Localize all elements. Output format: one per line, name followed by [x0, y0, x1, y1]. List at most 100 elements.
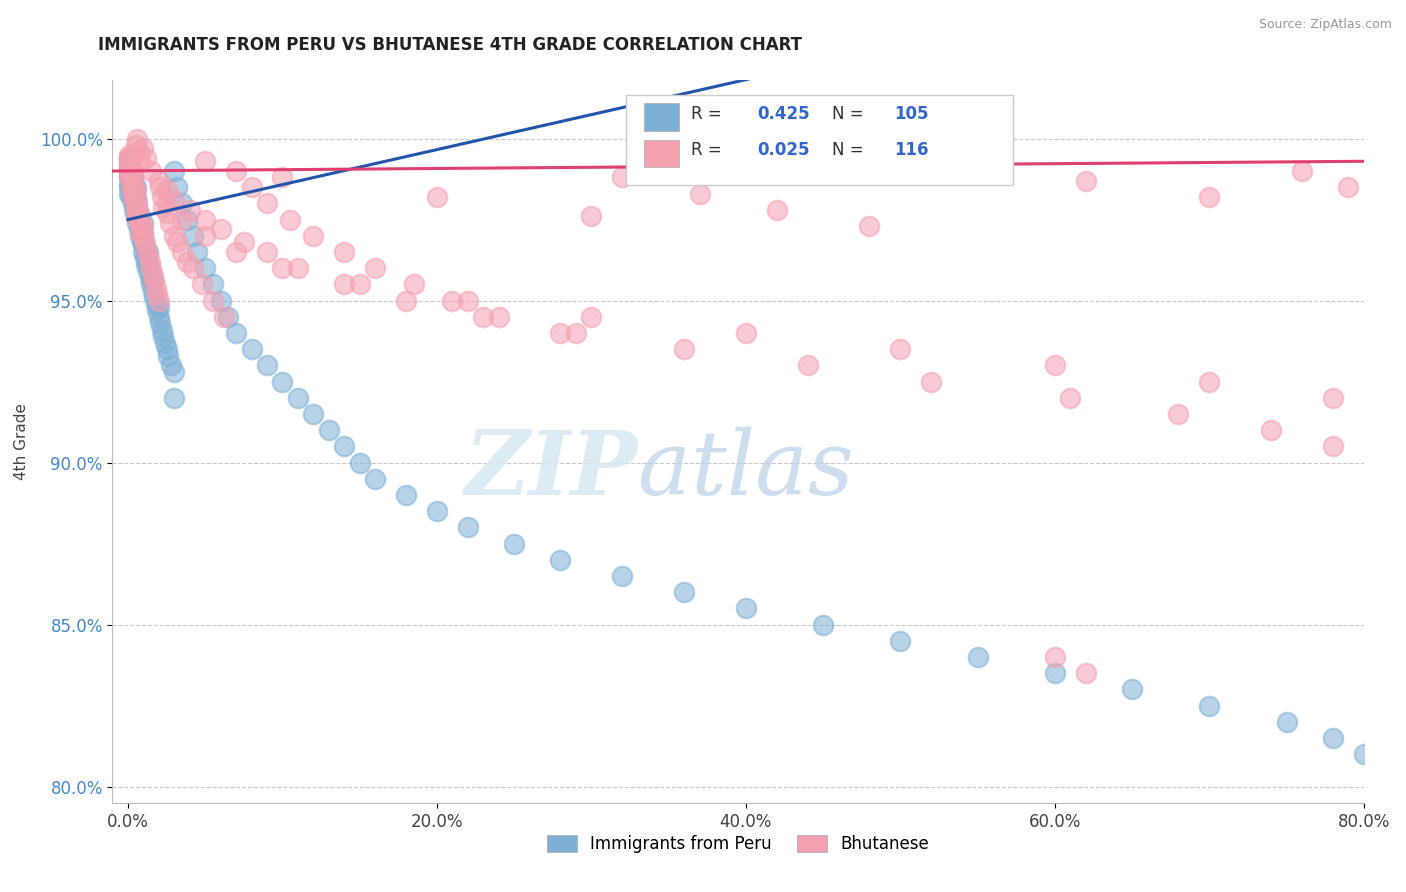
- Point: [118, 164, 141, 178]
- Point: [152, 200, 174, 214]
- Point: [395, 293, 418, 308]
- Point: [134, 252, 156, 266]
- Point: [122, 193, 145, 207]
- Point: [155, 206, 177, 220]
- Point: [155, 196, 177, 211]
- Point: [503, 536, 526, 550]
- Point: [225, 164, 247, 178]
- Point: [124, 138, 146, 153]
- Point: [118, 186, 141, 201]
- Point: [287, 391, 309, 405]
- Point: [124, 183, 146, 197]
- Point: [155, 183, 177, 197]
- Point: [138, 254, 160, 268]
- Point: [143, 274, 166, 288]
- Point: [118, 161, 141, 175]
- Point: [612, 569, 634, 583]
- Point: [145, 297, 167, 311]
- Point: [163, 193, 186, 207]
- Point: [217, 310, 239, 324]
- Y-axis label: 4th Grade: 4th Grade: [14, 403, 28, 480]
- Point: [150, 190, 173, 204]
- Point: [124, 210, 146, 224]
- Point: [135, 258, 157, 272]
- Point: [121, 186, 143, 201]
- Point: [120, 164, 142, 178]
- Point: [1384, 754, 1406, 768]
- Point: [1275, 714, 1298, 729]
- Point: [128, 212, 150, 227]
- Point: [163, 365, 186, 379]
- Point: [118, 170, 141, 185]
- Point: [1121, 682, 1143, 697]
- Point: [127, 196, 149, 211]
- Point: [209, 222, 232, 236]
- Point: [364, 472, 387, 486]
- Point: [122, 202, 145, 217]
- Text: IMMIGRANTS FROM PERU VS BHUTANESE 4TH GRADE CORRELATION CHART: IMMIGRANTS FROM PERU VS BHUTANESE 4TH GR…: [98, 36, 803, 54]
- Point: [135, 248, 157, 262]
- Point: [121, 167, 143, 181]
- Point: [581, 310, 603, 324]
- Point: [1043, 650, 1066, 665]
- Point: [889, 342, 911, 356]
- Point: [488, 310, 510, 324]
- Point: [121, 186, 143, 201]
- Point: [120, 170, 142, 185]
- Point: [127, 206, 149, 220]
- Point: [134, 242, 156, 256]
- Point: [256, 359, 278, 373]
- Point: [148, 293, 170, 308]
- Point: [122, 193, 145, 207]
- Point: [163, 391, 186, 405]
- Point: [136, 248, 159, 262]
- Point: [302, 228, 325, 243]
- Point: [131, 226, 153, 240]
- Point: [148, 174, 170, 188]
- Point: [136, 254, 159, 268]
- Point: [1074, 174, 1097, 188]
- Point: [176, 254, 198, 268]
- Point: [472, 310, 495, 324]
- Point: [333, 277, 356, 292]
- Point: [121, 177, 143, 191]
- Point: [201, 277, 224, 292]
- Point: [142, 284, 165, 298]
- Point: [181, 261, 204, 276]
- Point: [364, 261, 387, 276]
- Point: [209, 293, 232, 308]
- Point: [796, 359, 818, 373]
- Point: [148, 310, 170, 324]
- Point: [127, 200, 149, 214]
- Point: [139, 164, 162, 178]
- Point: [673, 342, 696, 356]
- Point: [673, 585, 696, 599]
- Point: [118, 180, 141, 194]
- Point: [128, 216, 150, 230]
- Point: [128, 222, 150, 236]
- Point: [142, 268, 165, 282]
- Point: [124, 200, 146, 214]
- Point: [232, 235, 254, 250]
- Point: [118, 170, 141, 185]
- Point: [194, 154, 217, 169]
- Point: [139, 277, 162, 292]
- Point: [225, 326, 247, 340]
- Point: [129, 210, 152, 224]
- Point: [124, 193, 146, 207]
- Point: [118, 167, 141, 181]
- Point: [149, 316, 172, 330]
- Point: [118, 154, 141, 169]
- Point: [163, 164, 186, 178]
- Point: [176, 212, 198, 227]
- Point: [157, 349, 180, 363]
- Point: [191, 277, 214, 292]
- Point: [155, 342, 177, 356]
- Point: [129, 219, 152, 233]
- Point: [565, 326, 588, 340]
- Point: [170, 196, 193, 211]
- Point: [1198, 698, 1220, 713]
- FancyBboxPatch shape: [626, 95, 1014, 185]
- Point: [160, 359, 183, 373]
- Point: [124, 180, 146, 194]
